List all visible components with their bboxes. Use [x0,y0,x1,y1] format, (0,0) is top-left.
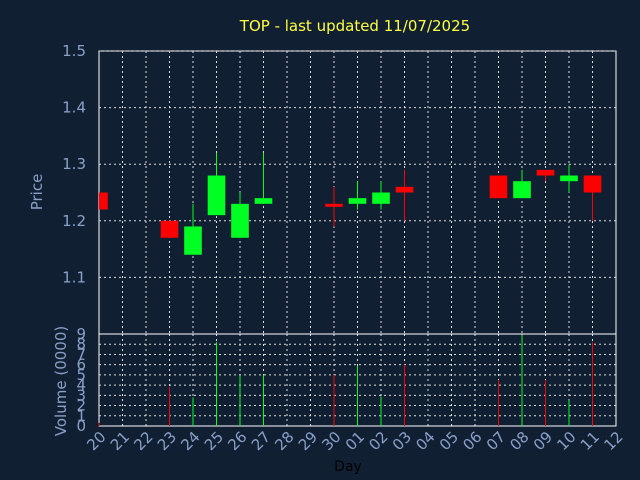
candle-body [536,169,555,176]
x-tick: 25 [201,428,227,454]
x-tick: 30 [318,428,344,454]
candle-body [372,192,390,204]
x-tick-label: 23 [154,428,180,454]
x-tick: 27 [248,428,274,454]
price-tick-label: 1.5 [62,42,86,60]
x-tick-label: 12 [600,428,626,454]
x-tick-label: 25 [201,428,227,454]
x-tick-label: 21 [107,428,133,454]
x-tick-label: 03 [389,428,415,454]
candle-body [489,175,508,199]
x-tick: 11 [577,428,603,454]
x-tick: 22 [130,428,156,454]
candle-body [513,181,531,199]
candle-body [583,175,602,193]
x-tick: 26 [224,428,250,454]
x-tick: 01 [342,428,368,454]
chart-title: TOP - last updated 11/07/2025 [239,17,470,35]
x-tick-label: 08 [506,428,532,454]
x-tick-label: 26 [224,428,250,454]
x-tick: 10 [553,428,579,454]
x-tick-label: 09 [530,428,556,454]
x-tick-label: 22 [130,428,156,454]
x-tick: 24 [177,428,203,454]
candle-body [395,186,414,193]
price-tick-label: 1.2 [62,212,86,230]
candle-body [184,226,202,255]
x-tick-label: 04 [412,428,438,454]
volume-tick-label: 6 [76,356,86,374]
x-tick: 20 [83,428,109,454]
price-tick-label: 1.1 [62,268,86,286]
price-axis-label: Price [28,174,46,211]
volume-tick-label: 2 [76,397,86,415]
volume-tick-label: 4 [76,376,86,394]
x-tick: 02 [365,428,391,454]
volume-tick-label: 9 [76,325,86,343]
x-tick: 05 [436,428,462,454]
x-tick-label: 07 [483,428,509,454]
volume-axis-label: Volume (0000) [52,326,70,436]
candle-body [99,192,108,210]
volume-tick-label: 3 [76,386,86,404]
candles-group [99,152,602,255]
x-tick: 09 [530,428,556,454]
x-tick: 29 [295,428,321,454]
x-tick: 12 [600,428,626,454]
price-tick-label: 1.3 [62,155,86,173]
candle-body [560,175,578,182]
candle-body [160,220,179,238]
x-tick-label: 27 [248,428,274,454]
x-tick: 23 [154,428,180,454]
candle-body [207,175,226,216]
candle-body [325,203,343,207]
x-tick: 06 [459,428,485,454]
x-tick-label: 10 [553,428,579,454]
volume-tick-label: 8 [76,335,86,353]
candle-body [254,198,273,204]
x-tick-label: 28 [271,428,297,454]
x-axis-title: Day [334,459,362,475]
x-tick: 21 [107,428,133,454]
x-tick-label: 05 [436,428,462,454]
price-tick-label: 1.4 [62,99,86,117]
x-tick-label: 20 [83,428,109,454]
volume-tick-label: 7 [76,345,86,363]
volume-tick-label: 1 [76,407,86,425]
x-tick: 28 [271,428,297,454]
x-tick-label: 24 [177,428,203,454]
x-tick-label: 02 [365,428,391,454]
price-panel: 1.1 1.2 1.3 1.4 1.5 [62,42,617,335]
x-tick-label: 01 [342,428,368,454]
x-tick-label: 30 [318,428,344,454]
volume-tick-label: 5 [76,366,86,384]
candle-body [348,198,367,204]
x-tick: 03 [389,428,415,454]
x-tick-label: 29 [295,428,321,454]
x-tick: 04 [412,428,438,454]
candle-body [231,203,249,238]
x-tick: 07 [483,428,509,454]
x-tick: 08 [506,428,532,454]
x-axis: 2021222324252627282930010203040506070809… [83,428,626,454]
volume-tick-label: 0 [76,417,86,435]
x-tick-label: 11 [577,428,603,454]
x-tick-label: 06 [459,428,485,454]
